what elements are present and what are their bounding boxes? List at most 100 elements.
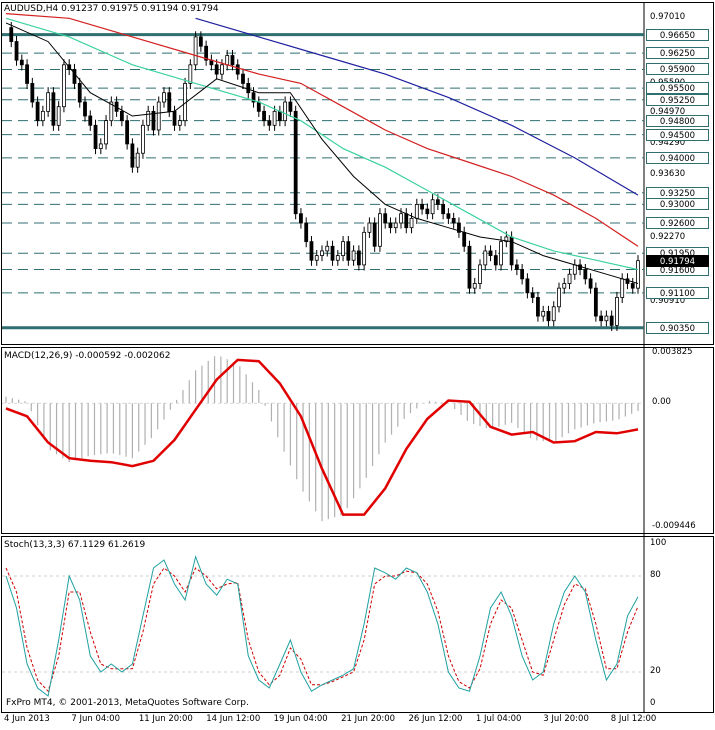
candle-body [56, 106, 61, 126]
candle-body [499, 241, 503, 266]
time-tick-label: 8 Jul 12:00 [610, 714, 657, 724]
candle-body [630, 283, 635, 289]
level-price-label: 0.96250 [646, 47, 709, 60]
candle-body [636, 260, 640, 289]
candle-body [230, 55, 235, 66]
candle-body [225, 55, 230, 66]
macd-tick-label: 0.00 [652, 397, 671, 408]
candle-body [77, 83, 82, 103]
candle-body [51, 92, 56, 126]
candle-body [367, 222, 372, 233]
candle-body [130, 143, 135, 168]
candle-body [514, 264, 519, 270]
candle-body [472, 283, 477, 289]
candle-body [541, 311, 546, 317]
level-price-label: 0.91600 [646, 263, 709, 276]
panel-frame-3 [1, 536, 714, 713]
candle-body [251, 92, 256, 103]
level-price-label: 0.94500 [646, 128, 709, 141]
price-tick-label: 0.93630 [650, 169, 686, 180]
candle-body [146, 110, 151, 126]
candle-body [520, 269, 525, 280]
time-tick-label: 4 Jun 2013 [4, 714, 50, 724]
candle-body [478, 264, 482, 284]
candle-body [404, 213, 409, 229]
stoch-tick-label: 0 [650, 698, 656, 708]
candle-body [562, 283, 567, 289]
time-tick-label: 3 Jul 20:00 [543, 714, 589, 724]
candle-body [420, 204, 424, 210]
candle-body [293, 110, 298, 215]
macd-tick-label: -0.009446 [652, 521, 696, 531]
candle-body [488, 250, 493, 256]
candle-body [14, 41, 19, 61]
ma-long-line [195, 17, 639, 196]
candle-body [30, 83, 35, 103]
candle-body [504, 236, 509, 243]
candle-body [609, 315, 614, 326]
time-tick-label: 21 Jun 20:00 [341, 714, 396, 724]
level-price-label: 0.92600 [646, 217, 709, 230]
candle-body [335, 255, 340, 261]
candle-body [425, 208, 430, 215]
candle-body [435, 199, 440, 205]
level-price-label: 0.93250 [646, 186, 709, 199]
candle-body [572, 264, 577, 275]
candle-body [272, 110, 277, 126]
candle-body [283, 101, 288, 122]
stoch-signal-line [5, 567, 639, 693]
panel-frame-1 [1, 2, 714, 345]
candle-body [546, 311, 551, 322]
ma-mid-line [5, 17, 639, 271]
chart-header: AUDUSD,H4 0.91237 0.91975 0.91194 0.9179… [4, 4, 219, 14]
level-price-label: 0.95900 [646, 63, 709, 76]
candle-body [40, 110, 45, 122]
candle-body [430, 199, 435, 215]
level-price-label: 0.91100 [646, 286, 709, 299]
candle-body [188, 64, 193, 84]
candle-body [314, 255, 319, 261]
candle-body [267, 120, 272, 126]
current-price-label: 0.91794 [646, 254, 709, 267]
price-tick-label: 0.90910 [650, 295, 686, 306]
candle-body [551, 306, 556, 322]
candle-body [262, 110, 266, 122]
stoch-header: Stoch(13,3,3) 67.1129 61.2619 [4, 540, 146, 550]
time-tick-label: 1 Jul 04:00 [475, 714, 522, 724]
candle-body [98, 143, 103, 149]
candle-body [88, 115, 93, 126]
price-tick-label: 0.92270 [650, 232, 686, 243]
candle-body [141, 124, 145, 154]
candle-body [451, 217, 456, 224]
candle-body [399, 213, 403, 224]
copyright-label: FxPro MT4, © 2001-2013, MetaQuotes Softw… [6, 698, 249, 708]
candle-body [162, 92, 166, 103]
candle-body [220, 64, 224, 75]
candle-body [214, 64, 219, 75]
candle-body [530, 292, 535, 298]
candle-body [593, 287, 598, 317]
candle-body [346, 241, 351, 261]
candle-body [246, 83, 251, 94]
price-tick-label: 0.97010 [650, 11, 686, 22]
candle-body [93, 124, 98, 149]
stoch-tick-label: 20 [650, 666, 661, 676]
candle-body [351, 250, 356, 261]
time-tick-label: 14 Jun 12:00 [206, 714, 261, 724]
time-tick-label: 26 Jun 12:00 [408, 714, 463, 724]
candle-body [156, 101, 161, 131]
candle-body [299, 213, 303, 224]
level-price-label: 0.95500 [646, 82, 709, 95]
candle-body [330, 245, 335, 261]
candle-body [467, 245, 472, 289]
candle-body [615, 297, 619, 326]
candle-body [135, 152, 140, 168]
candle-body [457, 222, 461, 233]
candle-body [356, 250, 361, 266]
candle-body [483, 250, 488, 266]
candle-body [446, 213, 451, 219]
stoch-main-line [5, 555, 639, 697]
candle-body [372, 222, 377, 247]
candle-body [104, 120, 108, 145]
